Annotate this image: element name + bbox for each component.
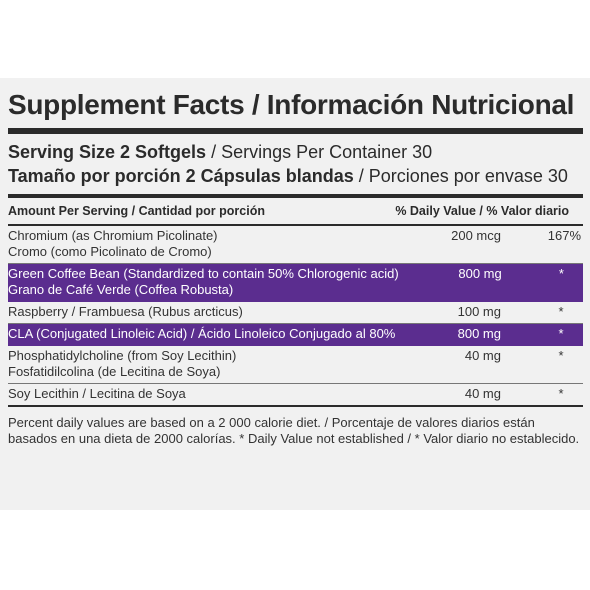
- table-row: CLA (Conjugated Linoleic Acid) / Ácido L…: [8, 324, 583, 346]
- ingredient-name: Soy Lecithin / Lecitina de Soya: [8, 386, 186, 401]
- servings-per-container-en: / Servings Per Container 30: [206, 142, 433, 162]
- ingredient-name-es: Fosfatidilcolina (de Lecitina de Soya): [8, 364, 221, 379]
- ingredient-amount: 800 mg: [458, 266, 502, 281]
- table-header: Amount Per Serving / Cantidad por porció…: [8, 198, 583, 226]
- footnote: Percent daily values are based on a 2 00…: [8, 415, 580, 446]
- ingredient-amount: 100 mg: [457, 304, 501, 319]
- ingredient-amount: 40 mg: [464, 348, 501, 363]
- serving-line-spanish: Tamaño por porción 2 Cápsulas blandas / …: [8, 164, 583, 188]
- serving-rule: [8, 194, 583, 198]
- table-row: Chromium (as Chromium Picolinate) Cromo …: [8, 226, 583, 264]
- table-row: Green Coffee Bean (Standardized to conta…: [8, 264, 583, 302]
- servings-per-container-es: / Porciones por envase 30: [353, 166, 568, 186]
- title-rule: [8, 128, 583, 134]
- table-row: Soy Lecithin / Lecitina de Soya 40 mg *: [8, 384, 583, 407]
- table-row: Phosphatidylcholine (from Soy Lecithin) …: [8, 346, 583, 384]
- facts-title: Supplement Facts / Información Nutricion…: [8, 89, 575, 120]
- ingredient-daily-value: *: [558, 348, 564, 363]
- amount-header: Amount Per Serving / Cantidad por porció…: [8, 204, 265, 218]
- serving-size-es: Tamaño por porción 2 Cápsulas blandas: [8, 166, 354, 186]
- ingredient-daily-value: *: [558, 304, 564, 319]
- ingredient-amount: 800 mg: [457, 326, 501, 341]
- serving-size-en: Serving Size 2 Softgels: [8, 142, 207, 162]
- ingredient-daily-value: *: [558, 386, 564, 401]
- ingredient-name-en: Phosphatidylcholine (from Soy Lecithin): [8, 348, 237, 363]
- ingredient-amount: 200 mcg: [451, 228, 501, 243]
- ingredient-name: Raspberry / Frambuesa (Rubus arcticus): [8, 304, 243, 319]
- ingredient-daily-value: *: [558, 326, 564, 341]
- ingredient-name-en: Chromium (as Chromium Picolinate): [8, 228, 218, 243]
- ingredient-name-en: Green Coffee Bean (Standardized to conta…: [8, 266, 399, 281]
- ingredient-name: CLA (Conjugated Linoleic Acid) / Ácido L…: [8, 326, 396, 341]
- supplement-facts-panel: Supplement Facts / Información Nutricion…: [0, 78, 590, 510]
- ingredient-name: Chromium (as Chromium Picolinate) Cromo …: [8, 228, 396, 260]
- ingredient-name-es: Cromo (como Picolinato de Cromo): [8, 244, 212, 259]
- ingredient-amount: 40 mg: [464, 386, 501, 401]
- ingredient-daily-value: 167%: [547, 228, 581, 243]
- daily-value-header: % Daily Value / % Valor diario: [395, 204, 569, 218]
- serving-line-english: Serving Size 2 Softgels / Servings Per C…: [8, 140, 583, 164]
- table-row: Raspberry / Frambuesa (Rubus arcticus) 1…: [8, 302, 583, 324]
- ingredient-daily-value: *: [558, 266, 564, 281]
- ingredient-name: Green Coffee Bean (Standardized to conta…: [8, 266, 399, 298]
- ingredient-name: Phosphatidylcholine (from Soy Lecithin) …: [8, 348, 396, 380]
- serving-info: Serving Size 2 Softgels / Servings Per C…: [8, 134, 583, 194]
- facts-content: Supplement Facts / Información Nutricion…: [8, 88, 583, 447]
- ingredient-name-es: Grano de Café Verde (Coffea Robusta): [8, 282, 234, 297]
